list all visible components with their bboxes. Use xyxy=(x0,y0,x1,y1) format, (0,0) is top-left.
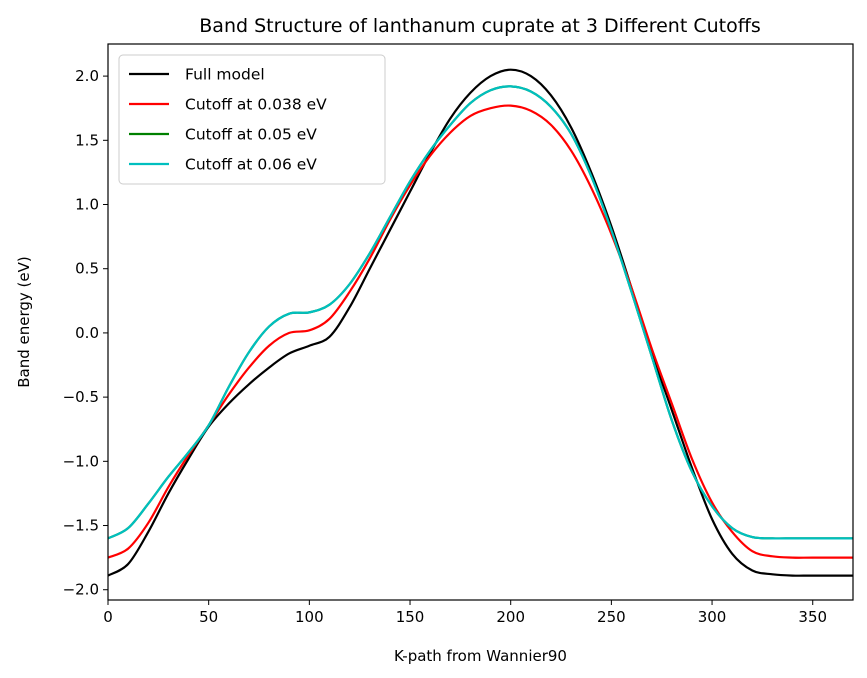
y-tick-label: −1.0 xyxy=(63,452,99,470)
chart-title: Band Structure of lanthanum cuprate at 3… xyxy=(199,15,760,37)
x-tick-label: 50 xyxy=(199,608,218,626)
y-tick-label: 0.0 xyxy=(75,324,99,342)
series-layer xyxy=(108,68,853,577)
y-tick-label: 0.5 xyxy=(75,260,99,278)
x-tick-label: 0 xyxy=(103,608,113,626)
y-axis-label: Band energy (eV) xyxy=(15,256,33,388)
x-tick-label: 100 xyxy=(295,608,324,626)
x-axis: 0 50 100 150 200 250 300 350 xyxy=(103,600,827,626)
y-tick-label: 1.0 xyxy=(75,196,99,214)
series-line-2 xyxy=(108,104,853,559)
y-tick-label: −1.5 xyxy=(63,517,99,535)
x-tick-label: 300 xyxy=(698,608,727,626)
x-tick-label: 200 xyxy=(496,608,525,626)
y-axis: −2.0 −1.5 −1.0 −0.5 0.0 0.5 1.0 1.5 2.0 xyxy=(63,67,108,599)
plot-frame xyxy=(107,43,854,601)
legend-label-2: Cutoff at 0.038 eV xyxy=(185,96,327,114)
y-tick-label: −2.0 xyxy=(63,581,99,599)
series-line-4 xyxy=(108,85,853,540)
x-tick-label: 150 xyxy=(396,608,425,626)
x-tick-label: 250 xyxy=(597,608,626,626)
legend-label-1: Full model xyxy=(185,66,265,84)
x-axis-label: K-path from Wannier90 xyxy=(394,647,567,665)
series-line-1 xyxy=(108,68,853,577)
y-tick-label: 2.0 xyxy=(75,67,99,85)
y-tick-label: −0.5 xyxy=(63,388,99,406)
plot-area xyxy=(107,43,854,601)
legend-label-4: Cutoff at 0.06 eV xyxy=(185,156,317,174)
y-tick-label: 1.5 xyxy=(75,131,99,149)
legend-box xyxy=(118,54,386,185)
x-tick-label: 350 xyxy=(798,608,827,626)
legend-label-3: Cutoff at 0.05 eV xyxy=(185,126,317,144)
legend: Full model Cutoff at 0.038 eV Cutoff at 0.… xyxy=(118,54,386,185)
